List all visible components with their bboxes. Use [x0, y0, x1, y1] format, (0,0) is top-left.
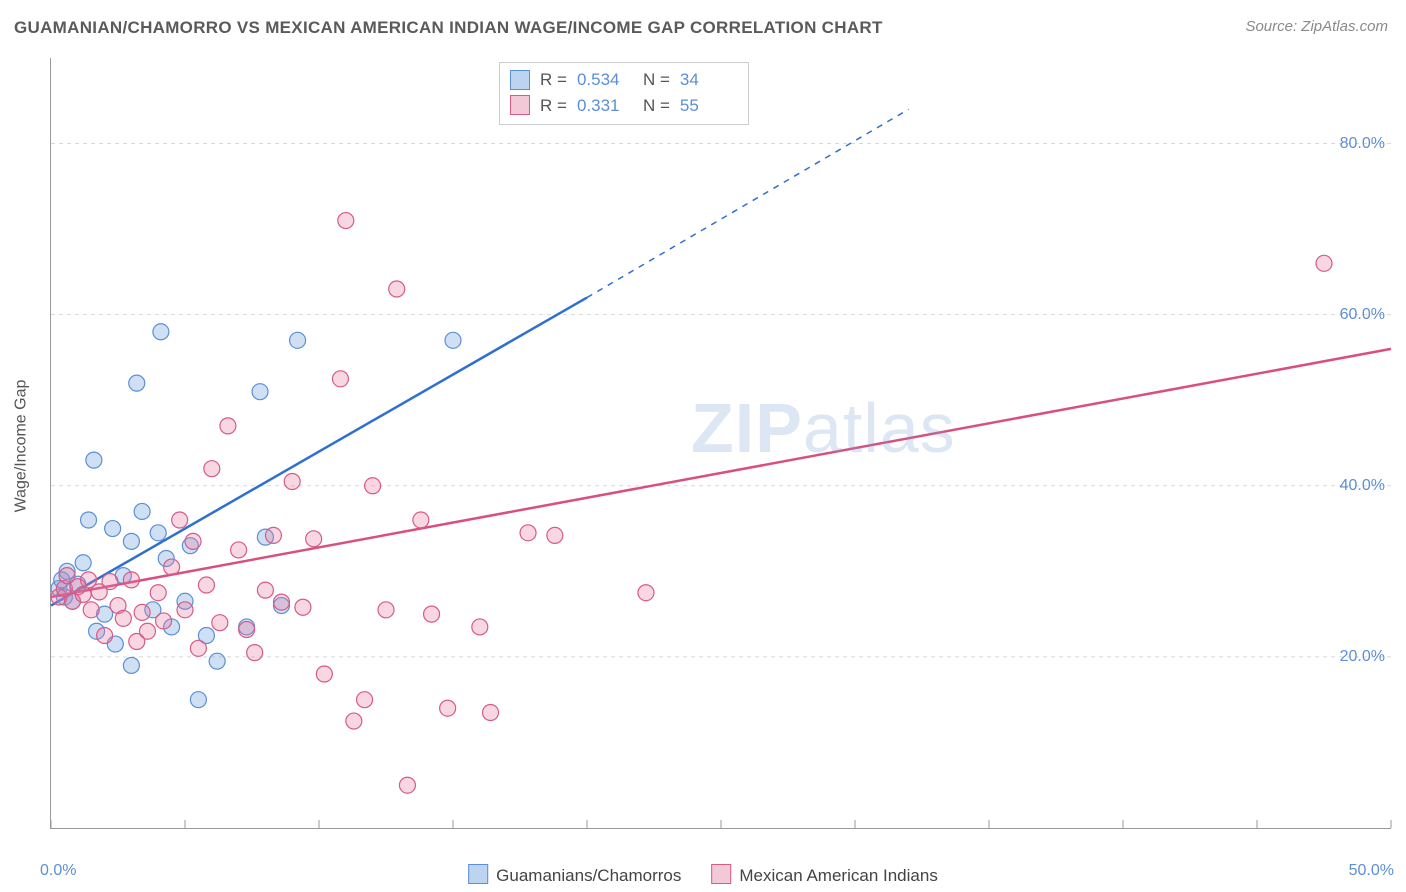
- legend-swatch: [711, 864, 731, 884]
- x-tick-0: 0.0%: [40, 862, 76, 880]
- legend-series: Guamanians/Chamorros Mexican American Ind…: [468, 864, 938, 886]
- legend-r-value: 0.534: [577, 67, 633, 93]
- y-axis-label: Wage/Income Gap: [12, 380, 30, 513]
- plot-area: ZIPatlas R =0.534N =34R =0.331N =55 20.0…: [50, 58, 1391, 829]
- y-tick-label: 80.0%: [1340, 135, 1385, 153]
- legend-swatch: [510, 70, 530, 90]
- legend-series-item: Guamanians/Chamorros: [468, 864, 681, 886]
- legend-correlation-row: R = 0.331 N = 55: [510, 93, 736, 119]
- y-tick-label: 40.0%: [1340, 477, 1385, 495]
- y-tick-label: 60.0%: [1340, 306, 1385, 324]
- legend-swatch: [468, 864, 488, 884]
- legend-r-label: R =: [540, 93, 567, 119]
- legend-series-item: Mexican American Indians: [711, 864, 937, 886]
- legend-series-label: Guamanians/Chamorros: [496, 866, 681, 885]
- chart-canvas: [51, 58, 1391, 828]
- legend-r-label: R =: [540, 67, 567, 93]
- legend-r-value: 0.331: [577, 93, 633, 119]
- legend-correlation-row: R = 0.534 N = 34: [510, 67, 736, 93]
- legend-n-label: N =: [643, 93, 670, 119]
- legend-series-label: Mexican American Indians: [739, 866, 937, 885]
- source-label: Source: ZipAtlas.com: [1245, 18, 1388, 35]
- y-tick-label: 20.0%: [1340, 648, 1385, 666]
- legend-correlation: R = 0.534 N = 34 R = 0.331 N = 55: [499, 62, 749, 125]
- legend-n-value: 55: [680, 93, 736, 119]
- x-tick-50: 50.0%: [1349, 862, 1394, 880]
- legend-swatch: [510, 95, 530, 115]
- chart-title: GUAMANIAN/CHAMORRO VS MEXICAN AMERICAN I…: [14, 18, 883, 38]
- legend-n-label: N =: [643, 67, 670, 93]
- legend-n-value: 34: [680, 67, 736, 93]
